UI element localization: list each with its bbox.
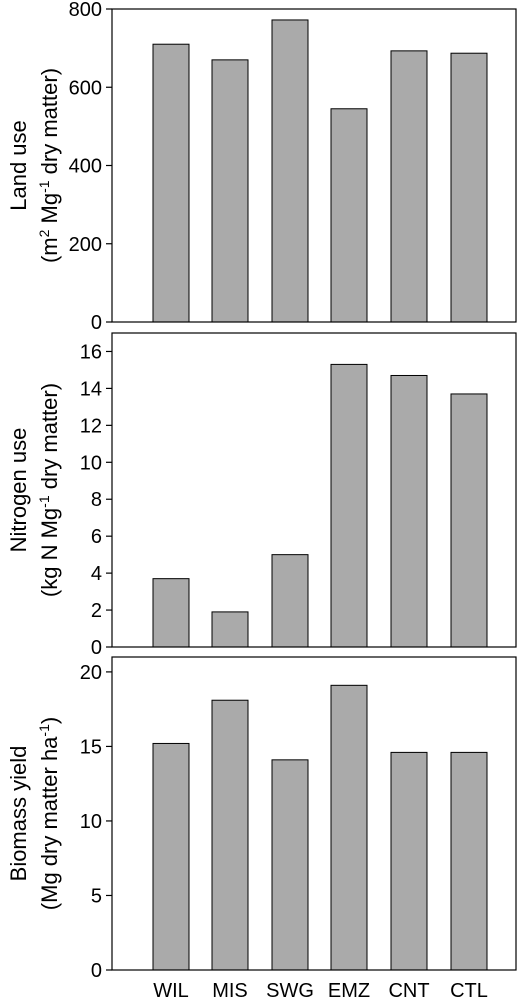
title-part: (kg N Mg <box>37 508 62 597</box>
y-tick-label: 10 <box>80 811 102 833</box>
bar-ctl <box>450 52 488 323</box>
y-tick-label: 16 <box>80 341 102 363</box>
y-axis-title-line2: (m2 Mg-1 dry matter) <box>36 68 62 263</box>
y-axis-title-line1: Land use <box>6 120 31 211</box>
bar-cnt <box>390 50 428 323</box>
title-part: dry matter) <box>37 383 62 495</box>
plot-frame <box>111 656 517 971</box>
bar-ctl <box>450 393 488 648</box>
y-axis-title-line1: Biomass yield <box>6 746 31 882</box>
y-axis-title-line2: (Mg dry matter ha-1) <box>36 717 62 910</box>
y-axis-title-line1: Nitrogen use <box>6 428 31 553</box>
bar-emz <box>330 108 368 323</box>
title-part: ) <box>37 717 62 724</box>
bar-cnt <box>390 751 428 971</box>
y-tick-label: 2 <box>91 600 102 622</box>
bar-emz <box>330 684 368 971</box>
bar-emz <box>330 363 368 648</box>
x-category-label: CNT <box>388 980 429 1000</box>
y-tick-label: 10 <box>80 452 102 474</box>
x-category-label: WIL <box>153 980 189 1000</box>
y-tick-label: 12 <box>80 415 102 437</box>
y-tick-label: 0 <box>91 312 102 334</box>
x-category-label: SWG <box>266 980 314 1000</box>
y-tick-label: 0 <box>91 637 102 659</box>
title-part: (Mg dry matter ha <box>37 736 62 910</box>
superscript: -1 <box>36 180 52 193</box>
y-tick-label: 4 <box>91 563 102 585</box>
y-tick-label: 0 <box>91 960 102 982</box>
superscript: -1 <box>36 495 52 508</box>
bar-mis <box>211 699 249 971</box>
y-tick-label: 600 <box>69 77 102 99</box>
plot-frame <box>111 332 517 648</box>
y-tick-label: 800 <box>69 0 102 21</box>
bar-swg <box>271 554 309 648</box>
bar-cnt <box>390 374 428 648</box>
bar-mis <box>211 611 249 648</box>
y-axis-title-line2: (kg N Mg-1 dry matter) <box>36 383 62 597</box>
bar-mis <box>211 59 249 323</box>
superscript: 2 <box>36 229 52 237</box>
x-category-label: EMZ <box>328 980 370 1000</box>
y-tick-label: 5 <box>91 885 102 907</box>
bar-wil <box>152 742 190 971</box>
x-category-label: MIS <box>212 980 248 1000</box>
superscript: -1 <box>36 724 52 737</box>
x-category-label: CTL <box>450 980 488 1000</box>
bar-wil <box>152 578 190 648</box>
y-tick-label: 14 <box>80 378 102 400</box>
y-tick-label: 15 <box>80 736 102 758</box>
y-tick-label: 6 <box>91 526 102 548</box>
title-part: (m <box>37 237 62 263</box>
y-tick-label: 20 <box>80 662 102 684</box>
bar-swg <box>271 19 309 323</box>
bar-ctl <box>450 751 488 971</box>
title-part: Mg <box>37 193 62 230</box>
y-tick-label: 400 <box>69 156 102 178</box>
bar-swg <box>271 759 309 971</box>
bar-wil <box>152 43 190 323</box>
y-tick-label: 8 <box>91 489 102 511</box>
title-part: dry matter) <box>37 68 62 180</box>
y-tick-label: 200 <box>69 234 102 256</box>
